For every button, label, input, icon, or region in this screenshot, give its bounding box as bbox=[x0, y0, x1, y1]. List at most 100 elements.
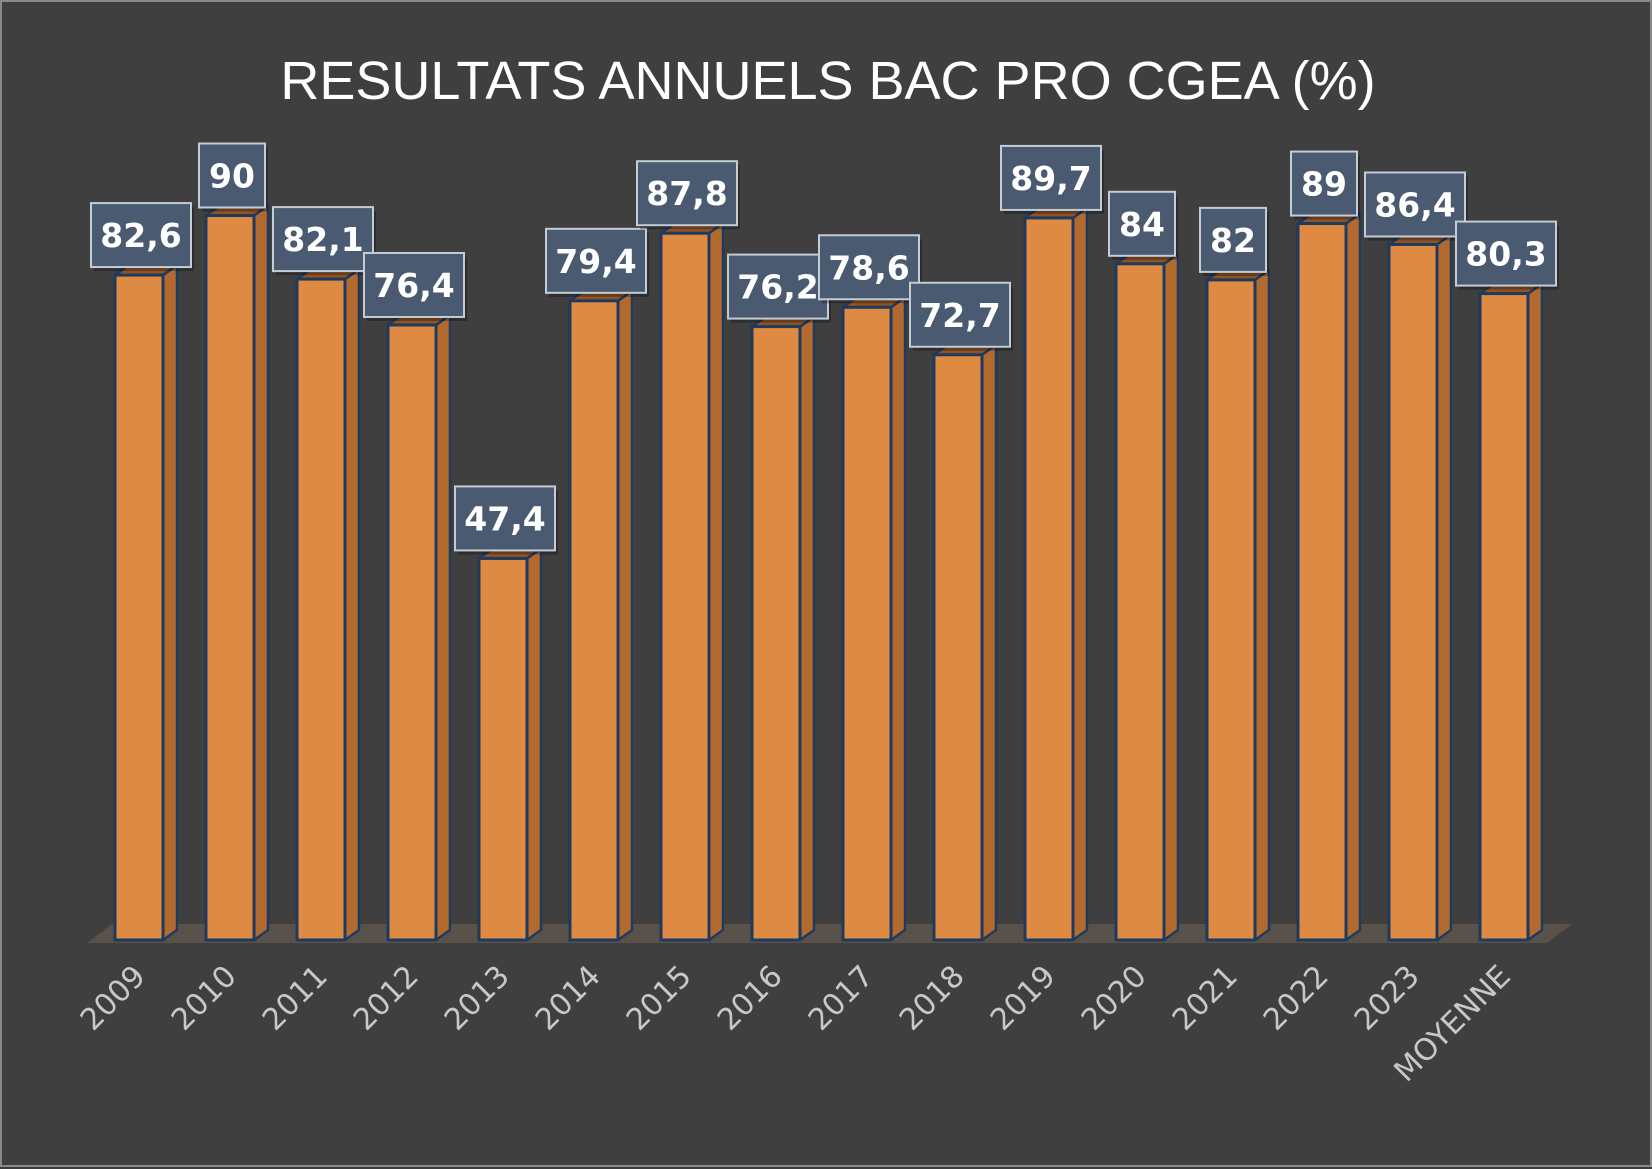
data-label-text: 76,2 bbox=[737, 268, 818, 307]
floor-plane bbox=[87, 924, 1572, 943]
bar-2009 bbox=[113, 263, 179, 942]
x-tick-label-2019: 2019 bbox=[984, 959, 1063, 1038]
data-label-moyenne: 80,3 bbox=[1455, 220, 1559, 290]
bar-side-face bbox=[798, 315, 816, 942]
bar-front-face bbox=[659, 231, 711, 942]
bar-side-face bbox=[1253, 268, 1271, 942]
data-label-2022: 89 bbox=[1290, 150, 1360, 220]
data-label-box bbox=[545, 227, 647, 294]
bar-side-face bbox=[707, 221, 725, 942]
data-label-box bbox=[1000, 144, 1102, 211]
x-tick-label-2020: 2020 bbox=[1075, 959, 1154, 1038]
data-label-text: 84 bbox=[1119, 205, 1165, 244]
data-label-text: 78,6 bbox=[828, 248, 909, 287]
data-label-box bbox=[1364, 171, 1466, 238]
bar-2010 bbox=[204, 204, 270, 942]
x-tick-label-2012: 2012 bbox=[347, 959, 426, 1038]
data-label-2010: 90 bbox=[198, 142, 268, 212]
data-label-box bbox=[727, 253, 829, 320]
bar-side-face bbox=[1071, 206, 1089, 942]
x-tick-label-2011: 2011 bbox=[256, 959, 335, 1038]
data-label-2016: 76,2 bbox=[727, 253, 831, 323]
bar-front-face bbox=[113, 273, 165, 942]
data-label-box bbox=[818, 234, 920, 301]
data-label-2011: 82,1 bbox=[272, 206, 376, 276]
bar-2021 bbox=[1205, 268, 1271, 942]
data-label-box bbox=[636, 160, 738, 227]
data-label-box bbox=[1199, 206, 1267, 273]
data-label-text: 87,8 bbox=[646, 174, 727, 213]
bar-2022 bbox=[1296, 212, 1362, 942]
bar-2015 bbox=[659, 221, 725, 942]
x-tick-label-2017: 2017 bbox=[802, 959, 881, 1038]
bar-moyenne bbox=[1478, 282, 1544, 942]
data-label-text: 86,4 bbox=[1374, 185, 1455, 224]
bar-2018 bbox=[932, 343, 998, 942]
data-label-box bbox=[909, 281, 1011, 348]
x-tick-label-2022: 2022 bbox=[1257, 959, 1336, 1038]
bar-front-face bbox=[841, 305, 893, 942]
bar-side-face bbox=[525, 547, 543, 942]
data-label-box bbox=[454, 485, 556, 552]
data-labels-group: 82,6 90 82,1 76,4 47,4 79,4 87,8 76,2 78,6 72,7 89… bbox=[90, 142, 1559, 555]
data-label-box bbox=[272, 206, 374, 273]
data-label-box bbox=[90, 202, 192, 269]
data-label-text: 82,1 bbox=[282, 220, 363, 259]
data-label-2023: 86,4 bbox=[1364, 171, 1468, 241]
bars-group bbox=[113, 204, 1544, 942]
x-tick-label-2014: 2014 bbox=[529, 959, 608, 1038]
data-label-text: 89,7 bbox=[1010, 159, 1091, 198]
data-label-2020: 84 bbox=[1108, 190, 1178, 260]
bar-front-face bbox=[1478, 292, 1530, 942]
bar-front-face bbox=[477, 556, 529, 942]
bar-side-face bbox=[434, 313, 452, 942]
data-label-text: 72,7 bbox=[919, 296, 1000, 335]
x-tick-label-2010: 2010 bbox=[165, 959, 244, 1038]
bar-2011 bbox=[295, 267, 361, 942]
data-label-text: 79,4 bbox=[555, 242, 636, 281]
bar-front-face bbox=[750, 325, 802, 942]
data-label-box bbox=[198, 142, 266, 209]
data-label-box bbox=[1455, 220, 1557, 287]
bar-side-face bbox=[343, 267, 361, 942]
bar-2017 bbox=[841, 296, 907, 942]
data-label-2018: 72,7 bbox=[909, 281, 1013, 351]
x-tick-label-2013: 2013 bbox=[438, 959, 517, 1038]
bar-2013 bbox=[477, 547, 543, 942]
data-label-2009: 82,6 bbox=[90, 202, 194, 272]
data-label-text: 82 bbox=[1210, 221, 1256, 260]
bar-2016 bbox=[750, 315, 816, 942]
bar-2012 bbox=[386, 313, 452, 942]
bar-side-face bbox=[889, 296, 907, 942]
x-axis-tick-labels: 2009 2010 2011 2012 2013 2014 2015 2016 2017 2018… bbox=[74, 959, 1518, 1089]
chart-floor bbox=[87, 924, 1572, 943]
data-label-2021: 82 bbox=[1199, 206, 1269, 276]
bar-front-face bbox=[932, 353, 984, 942]
x-tick-label-2009: 2009 bbox=[74, 959, 153, 1038]
bar-front-face bbox=[1205, 278, 1257, 942]
bar-front-face bbox=[1023, 216, 1075, 942]
data-label-text: 90 bbox=[209, 157, 255, 196]
bar-front-face bbox=[1387, 242, 1439, 942]
bar-side-face bbox=[980, 343, 998, 942]
data-label-box bbox=[1108, 190, 1176, 257]
bar-side-face bbox=[1344, 212, 1362, 942]
x-tick-label-2023: 2023 bbox=[1348, 959, 1427, 1038]
bar-front-face bbox=[295, 277, 347, 942]
bar-2023 bbox=[1387, 233, 1453, 942]
bar-2014 bbox=[568, 289, 634, 942]
bar-2019 bbox=[1023, 206, 1089, 942]
bar-front-face bbox=[204, 214, 256, 942]
x-tick-label-2015: 2015 bbox=[620, 959, 699, 1038]
data-label-text: 80,3 bbox=[1465, 235, 1546, 274]
data-label-2017: 78,6 bbox=[818, 234, 922, 304]
bar-front-face bbox=[1114, 262, 1166, 942]
x-tick-label-2016: 2016 bbox=[711, 959, 790, 1038]
bar-front-face bbox=[568, 299, 620, 942]
bar-side-face bbox=[161, 263, 179, 942]
data-label-box bbox=[1290, 150, 1358, 217]
bar-side-face bbox=[252, 204, 270, 942]
bar-front-face bbox=[1296, 222, 1348, 942]
